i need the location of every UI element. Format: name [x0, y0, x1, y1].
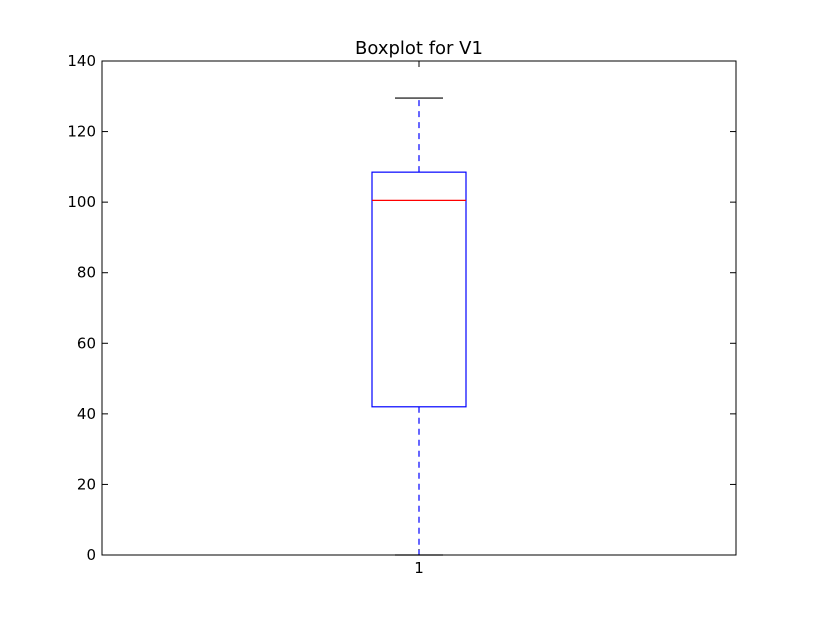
y-tick-label: 120: [67, 123, 96, 141]
axis-ticks: 0 20 40 60 80 100 120 140 1: [67, 52, 736, 577]
y-tick-label: 40: [77, 405, 96, 423]
y-tick-label: 140: [67, 52, 96, 70]
chart-title: Boxplot for V1: [355, 38, 483, 59]
x-tick-label: 1: [414, 559, 424, 577]
iqr-box: [371, 171, 467, 408]
plot-area-frame: [101, 60, 737, 556]
y-tick-label: 20: [77, 475, 96, 493]
y-tick-label: 0: [86, 546, 96, 564]
y-tick-label: 100: [67, 193, 96, 211]
y-tick-label: 60: [77, 334, 96, 352]
y-tick-label: 80: [77, 264, 96, 282]
